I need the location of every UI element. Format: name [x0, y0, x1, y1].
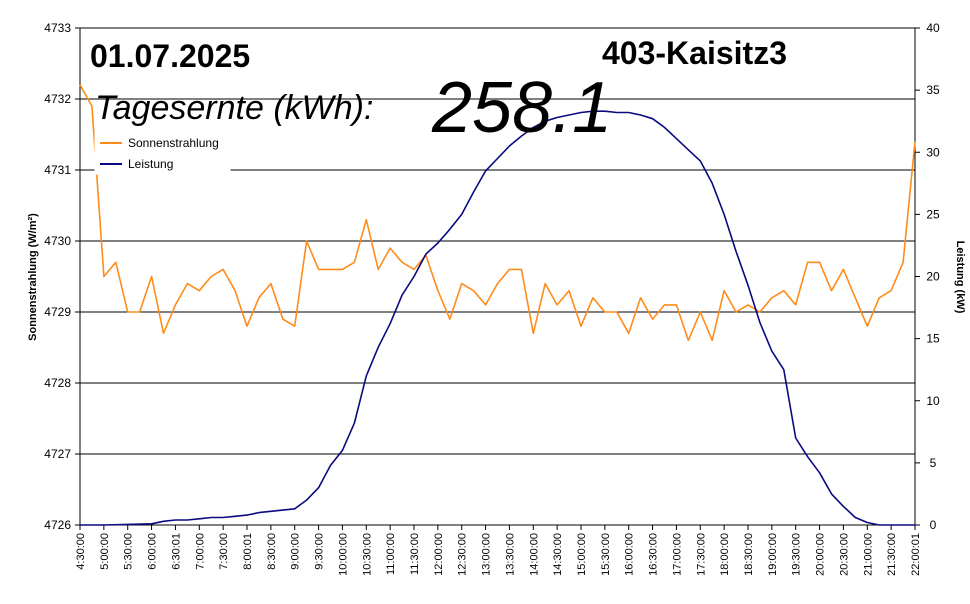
x-tick-label: 4:30:00	[75, 533, 87, 570]
x-tick-label: 15:30:00	[600, 533, 612, 576]
right-tick-label: 20	[926, 270, 940, 284]
x-tick-label: 6:00:00	[147, 533, 159, 570]
x-tick-label: 17:30:00	[695, 533, 707, 576]
chart-date: 01.07.2025	[90, 38, 250, 74]
right-tick-label: 35	[926, 83, 940, 97]
x-tick-label: 11:30:00	[409, 533, 421, 575]
x-tick-label: 19:00:00	[767, 533, 779, 576]
series-layer	[79, 84, 916, 526]
x-tick-label: 5:30:00	[123, 533, 135, 570]
right-tick-label: 40	[926, 21, 940, 35]
right-tick-label: 25	[926, 207, 940, 221]
x-tick-label: 14:00:00	[528, 533, 540, 576]
x-tick-label: 18:30:00	[743, 533, 755, 576]
right-tick-label: 30	[926, 145, 940, 159]
legend-label-leistung: Leistung	[128, 157, 173, 171]
x-tick-label: 11:00:00	[385, 533, 397, 575]
left-tick-label: 4733	[44, 21, 71, 35]
x-tick-label: 14:30:00	[552, 533, 564, 576]
x-tick-label: 8:30:00	[266, 533, 278, 570]
right-axis-label: Leistung (kW)	[954, 241, 966, 314]
x-tick-label: 13:30:00	[504, 533, 516, 576]
yield-label: Tagesernte (kWh):	[95, 89, 373, 127]
left-axis-label: Sonnenstrahlung (W/m²)	[27, 213, 39, 341]
x-tick-label: 15:00:00	[576, 533, 588, 576]
legend-box	[94, 129, 231, 175]
x-tick-label: 16:30:00	[648, 533, 660, 576]
x-tick-label: 20:30:00	[838, 533, 850, 576]
x-tick-label: 9:00:00	[290, 533, 302, 570]
right-tick-label: 10	[926, 394, 940, 408]
series-line-sonnenstrahlung	[79, 84, 916, 342]
x-tick-label: 21:30:00	[886, 533, 898, 576]
right-tick-label: 15	[926, 332, 940, 346]
plot-area	[80, 28, 915, 525]
left-tick-label: 4726	[44, 518, 71, 532]
x-tick-label: 22:00:01	[910, 533, 922, 576]
x-tick-label: 7:30:00	[218, 533, 230, 570]
x-tick-label: 21:00:00	[862, 533, 874, 576]
x-tick-label: 10:00:00	[337, 533, 349, 576]
left-tick-label: 4728	[44, 376, 71, 390]
x-tick-label: 19:30:00	[791, 533, 803, 576]
x-axis-ticks: 4:30:00 5:00:00 5:30:00 6:00:00 6:30:01 7:00:…	[75, 525, 922, 576]
x-tick-label: 9:30:00	[314, 533, 326, 570]
x-tick-label: 13:00:00	[481, 533, 493, 576]
x-tick-label: 16:00:00	[624, 533, 636, 576]
series-line-leistung	[80, 110, 915, 526]
left-axis-ticks: 4726 4727 4728 4729 4730 4731 4732 4733	[44, 21, 80, 532]
x-tick-label: 10:30:00	[361, 533, 373, 576]
left-tick-label: 4732	[44, 92, 71, 106]
right-axis-ticks: 0 5 10 15 20 25 30 35 40	[915, 21, 940, 532]
x-tick-label: 12:30:00	[457, 533, 469, 576]
legend-label-sonnenstrahlung: Sonnenstrahlung	[128, 136, 219, 150]
chart-station: 403-Kaisitz3	[602, 35, 787, 71]
x-tick-label: 7:00:00	[194, 533, 206, 570]
right-tick-label: 5	[930, 456, 937, 470]
x-tick-label: 8:00:01	[242, 533, 254, 570]
x-tick-label: 5:00:00	[99, 533, 111, 570]
x-tick-label: 17:00:00	[671, 533, 683, 576]
x-tick-label: 12:00:00	[433, 533, 445, 576]
x-tick-label: 18:00:00	[719, 533, 731, 576]
yield-value: 258.1	[431, 68, 612, 148]
left-tick-label: 4730	[44, 234, 71, 248]
gridlines	[80, 98, 915, 455]
left-tick-label: 4729	[44, 305, 71, 319]
right-tick-label: 0	[930, 518, 937, 532]
left-tick-label: 4727	[44, 447, 71, 461]
x-tick-label: 20:00:00	[815, 533, 827, 576]
left-tick-label: 4731	[44, 163, 71, 177]
x-tick-label: 6:30:01	[170, 533, 182, 570]
